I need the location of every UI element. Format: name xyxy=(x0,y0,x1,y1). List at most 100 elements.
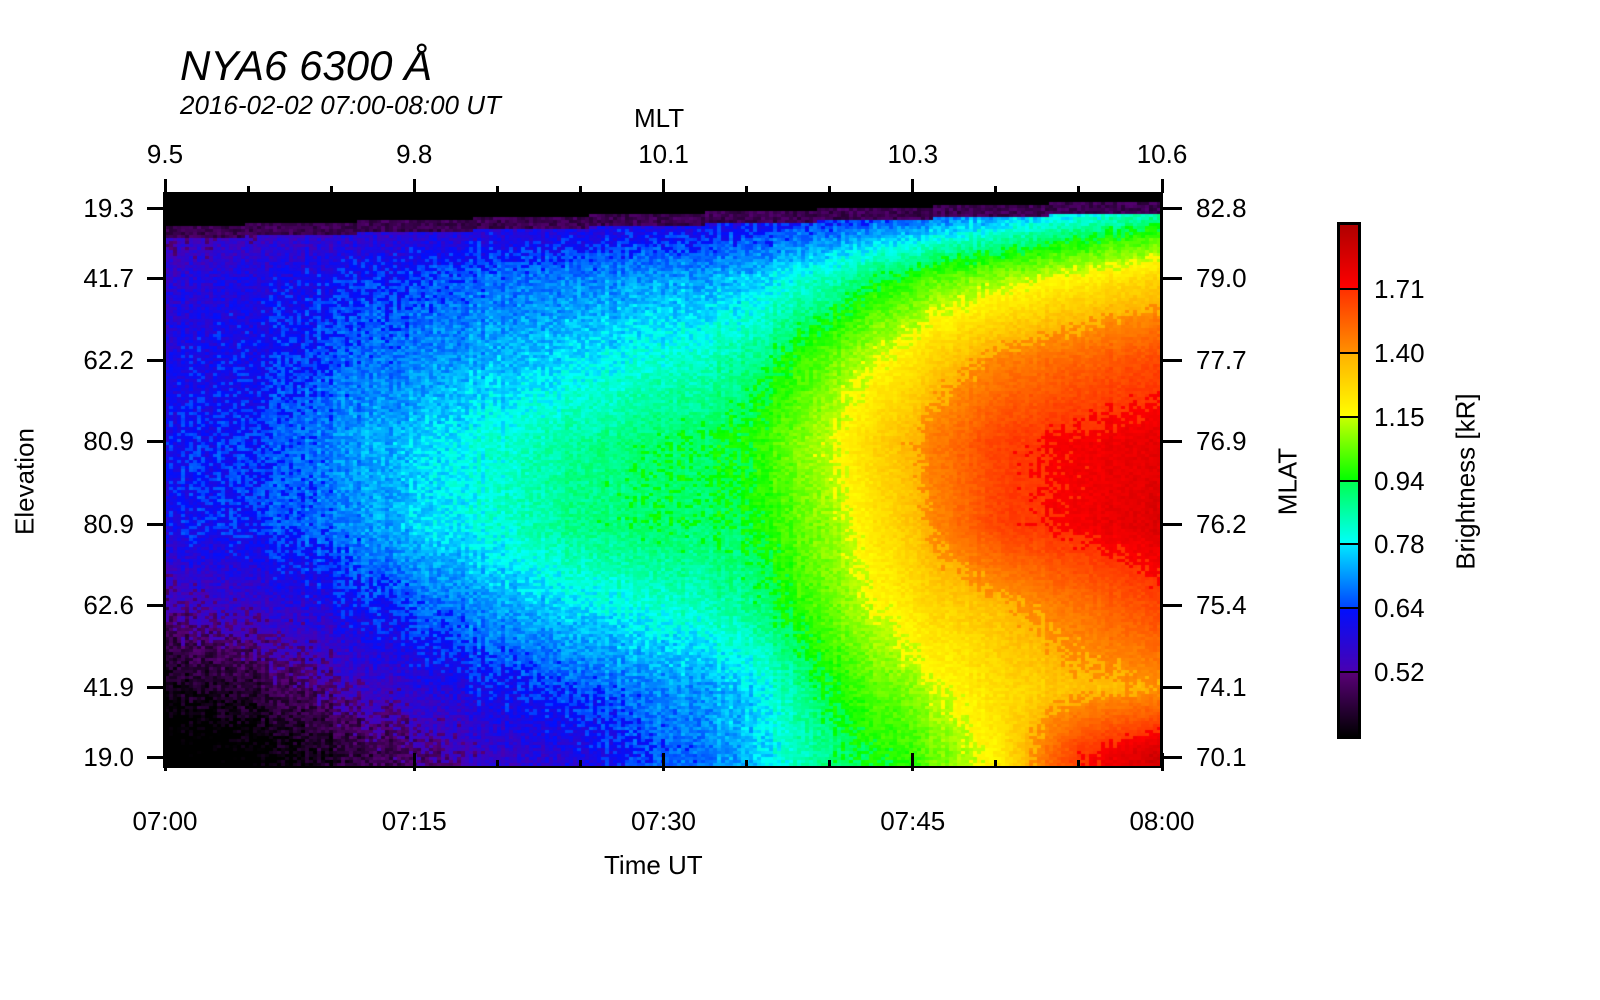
y-right-tick xyxy=(1162,206,1182,210)
chart-subtitle: 2016-02-02 07:00-08:00 UT xyxy=(180,90,501,120)
x-tick-label: 07:45 xyxy=(880,806,946,836)
colorbar-divider xyxy=(1340,415,1358,418)
colorbar-tick-label: 1.40 xyxy=(1374,337,1425,368)
x-top-tick xyxy=(828,186,832,193)
x-tick xyxy=(329,760,333,767)
x-tick-label: 08:00 xyxy=(1129,806,1195,836)
colorbar-tick-label: 0.78 xyxy=(1374,529,1425,560)
colorbar-segment xyxy=(1340,672,1358,736)
colorbar-tick-label: 1.71 xyxy=(1374,273,1425,304)
x-top-tick xyxy=(745,186,749,193)
colorbar-tick-label: 0.64 xyxy=(1374,593,1425,624)
mlat-tick-label: 75.4 xyxy=(1196,590,1247,620)
y-tick-label: 41.7 xyxy=(83,263,134,293)
colorbar-segment xyxy=(1340,544,1358,609)
mlat-tick-label: 79.0 xyxy=(1196,263,1247,293)
mlt-axis-label: MLT xyxy=(634,103,685,133)
y-right-tick xyxy=(1162,685,1182,689)
mlat-tick-label: 76.2 xyxy=(1196,509,1247,539)
y-right-tick xyxy=(1162,755,1182,759)
x-tick xyxy=(1077,760,1081,767)
x-tick xyxy=(163,753,167,767)
colorbar-segment xyxy=(1340,480,1358,545)
y-right-tick xyxy=(1162,603,1182,607)
y-right-tick xyxy=(1162,439,1182,443)
x-tick xyxy=(994,760,998,767)
y-tick-label: 80.9 xyxy=(83,426,134,456)
y-tick xyxy=(147,206,165,210)
colorbar-tick-label: 1.15 xyxy=(1374,401,1425,432)
x-tick xyxy=(578,760,582,767)
y-tick xyxy=(147,685,165,689)
colorbar-divider xyxy=(1340,607,1358,610)
y-tick-label: 19.3 xyxy=(83,193,134,223)
y-tick-label: 62.6 xyxy=(83,590,134,620)
y-tick-label: 80.9 xyxy=(83,509,134,539)
chart-title: NYA6 6300 Å xyxy=(180,42,433,89)
x-tick-label: 07:15 xyxy=(381,806,447,836)
x-tick xyxy=(828,760,832,767)
colorbar-segment xyxy=(1340,288,1358,354)
colorbar-divider xyxy=(1340,479,1358,482)
y-right-tick xyxy=(1162,276,1182,280)
x-top-tick xyxy=(412,179,416,193)
colorbar-divider xyxy=(1340,351,1358,354)
y-tick xyxy=(147,522,165,526)
colorbar-divider xyxy=(1340,671,1358,674)
colorbar-segment xyxy=(1340,608,1358,673)
colorbar-tick-label: 0.94 xyxy=(1374,465,1425,496)
x-tick xyxy=(246,760,250,767)
y-right-tick xyxy=(1162,358,1182,362)
colorbar xyxy=(1337,222,1361,739)
x-top-tick xyxy=(662,179,665,193)
mlat-tick-label: 77.7 xyxy=(1196,345,1247,375)
mlat-tick-label: 74.1 xyxy=(1196,672,1247,702)
x-top-tick xyxy=(329,186,333,193)
x-tick-outer xyxy=(911,767,915,771)
mlat-tick-label: 76.9 xyxy=(1196,426,1247,456)
colorbar-divider xyxy=(1340,287,1358,290)
x-tick-outer xyxy=(662,767,665,771)
x-top-tick xyxy=(1160,179,1164,193)
x-axis-label: Time UT xyxy=(604,850,703,880)
mlat-tick-label: 70.1 xyxy=(1196,742,1247,772)
colorbar-label: Brightness [kR] xyxy=(1450,393,1481,570)
y-tick-label: 41.9 xyxy=(83,672,134,702)
mlt-tick-label: 9.8 xyxy=(396,139,433,169)
mlt-tick-label: 10.1 xyxy=(638,139,689,169)
x-top-tick xyxy=(911,179,915,193)
x-tick-label: 07:00 xyxy=(132,806,198,836)
x-tick-outer xyxy=(412,767,416,771)
keogram-heatmap xyxy=(165,193,1162,767)
colorbar-tick-label: 0.52 xyxy=(1374,657,1425,688)
x-tick xyxy=(1160,753,1164,767)
y-right-tick xyxy=(1162,522,1182,526)
colorbar-segment xyxy=(1340,352,1358,418)
x-tick-outer xyxy=(1160,767,1164,771)
mlat-axis-label: MLAT xyxy=(1272,447,1303,516)
x-top-tick xyxy=(246,186,250,193)
y-tick-label: 62.2 xyxy=(83,345,134,375)
y-tick xyxy=(147,603,165,607)
mlt-tick-label: 10.6 xyxy=(1136,139,1188,169)
colorbar-segment xyxy=(1340,225,1358,290)
mlt-tick-label: 9.5 xyxy=(146,139,184,169)
y-tick xyxy=(147,755,165,759)
x-top-tick xyxy=(495,186,499,193)
x-tick-label: 07:30 xyxy=(630,806,697,836)
y-tick xyxy=(147,358,165,362)
x-tick xyxy=(745,760,749,767)
y-tick-label: 19.0 xyxy=(83,742,134,772)
x-top-tick xyxy=(994,186,998,193)
y-tick xyxy=(147,439,165,443)
x-tick xyxy=(412,753,416,767)
x-top-tick xyxy=(163,179,167,193)
x-tick xyxy=(911,753,915,767)
x-tick xyxy=(495,760,499,767)
x-tick-outer xyxy=(163,767,167,771)
x-tick xyxy=(662,753,665,767)
x-top-tick xyxy=(1077,186,1081,193)
mlt-tick-label: 10.3 xyxy=(887,139,939,169)
mlat-tick-label: 82.8 xyxy=(1196,193,1247,223)
x-top-tick xyxy=(578,186,582,193)
